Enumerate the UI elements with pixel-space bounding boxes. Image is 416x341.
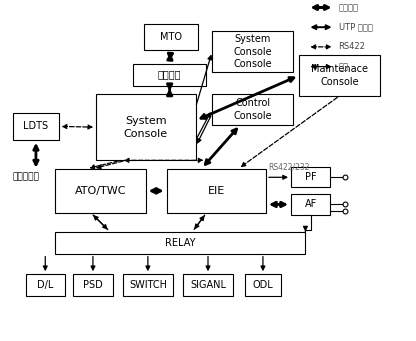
Text: 실선: 실선 [339,62,349,71]
Bar [25,274,65,296]
Bar [73,274,113,296]
Bar [299,55,380,96]
Bar [183,274,233,296]
Bar [166,169,266,213]
Text: System
Console
Console: System Console Console [233,34,272,70]
Text: AF: AF [305,199,317,209]
Bar [245,274,280,296]
Text: SWITCH: SWITCH [129,280,167,290]
Text: ATO/TWC: ATO/TWC [74,186,126,196]
Bar [291,167,330,188]
Text: D/L: D/L [37,280,53,290]
Bar [291,194,330,214]
Text: PF: PF [305,172,317,182]
Text: RS422: RS422 [339,42,366,51]
Bar [144,25,198,50]
Text: SIGANL: SIGANL [190,280,226,290]
Text: UTP 케이블: UTP 케이블 [339,23,372,32]
Text: 광컨버터: 광컨버터 [158,70,181,79]
Text: 통신기계실: 통신기계실 [12,173,39,182]
Text: PSD: PSD [83,280,103,290]
Bar [134,63,206,86]
Text: Maintenace
Console: Maintenace Console [311,64,368,87]
Bar [54,232,305,254]
Text: Control
Console: Control Console [233,98,272,121]
Bar [212,31,293,72]
Text: ODL: ODL [253,280,273,290]
Bar [13,113,59,140]
Bar [123,274,173,296]
Text: LDTS: LDTS [23,121,49,131]
Text: 광케이블: 광케이블 [339,3,359,12]
Text: RS422/232: RS422/232 [268,163,310,172]
Text: EIE: EIE [208,186,225,196]
Text: MTO: MTO [160,32,182,42]
Bar [212,94,293,125]
Bar [54,169,146,213]
Bar [96,94,196,160]
Text: System
Console: System Console [124,116,168,138]
Text: RELAY: RELAY [165,238,195,248]
